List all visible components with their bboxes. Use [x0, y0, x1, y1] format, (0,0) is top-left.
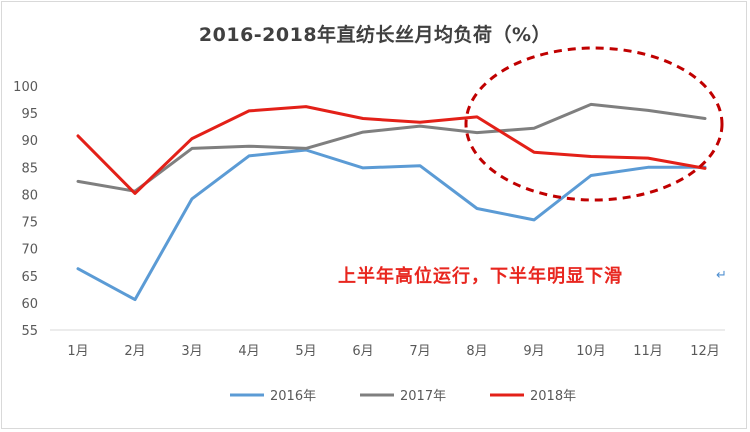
chart-annotation: 上半年高位运行，下半年明显下滑: [338, 266, 623, 287]
y-tick-label: 80: [21, 188, 38, 203]
legend-label: 2016年: [270, 389, 316, 404]
y-tick-label: 100: [13, 80, 38, 95]
x-tick-label: 4月: [238, 344, 259, 359]
series-line-2016年: [76, 148, 707, 302]
y-tick-label: 90: [21, 134, 38, 149]
legend-label: 2017年: [400, 389, 446, 404]
y-tick-label: 70: [21, 243, 38, 258]
x-tick-label: 2月: [124, 344, 145, 359]
y-tick-label: 75: [21, 216, 38, 231]
y-tick-label: 85: [21, 161, 38, 176]
series-line-2018年: [76, 105, 707, 195]
chart-title: 2016-2018年直纺长丝月均负荷（%）: [198, 24, 552, 46]
x-tick-label: 8月: [466, 344, 487, 359]
x-tick-label: 9月: [523, 344, 544, 359]
x-tick-label: 7月: [409, 344, 430, 359]
x-tick-label: 5月: [295, 344, 316, 359]
x-tick-label: 10月: [576, 344, 606, 359]
return-arrow-icon: ↵: [716, 268, 727, 283]
y-tick-label: 95: [21, 107, 38, 122]
series-line-2017年: [76, 102, 707, 193]
x-tick-label: 3月: [181, 344, 202, 359]
x-tick-label: 12月: [690, 344, 720, 359]
y-tick-label: 65: [21, 270, 38, 285]
highlight-ellipse: [464, 46, 724, 202]
x-tick-label: 11月: [633, 344, 663, 359]
legend-label: 2018年: [530, 389, 576, 404]
x-tick-label: 1月: [67, 344, 88, 359]
y-tick-label: 55: [21, 324, 38, 339]
y-tick-label: 60: [21, 297, 38, 312]
x-tick-label: 6月: [352, 344, 373, 359]
